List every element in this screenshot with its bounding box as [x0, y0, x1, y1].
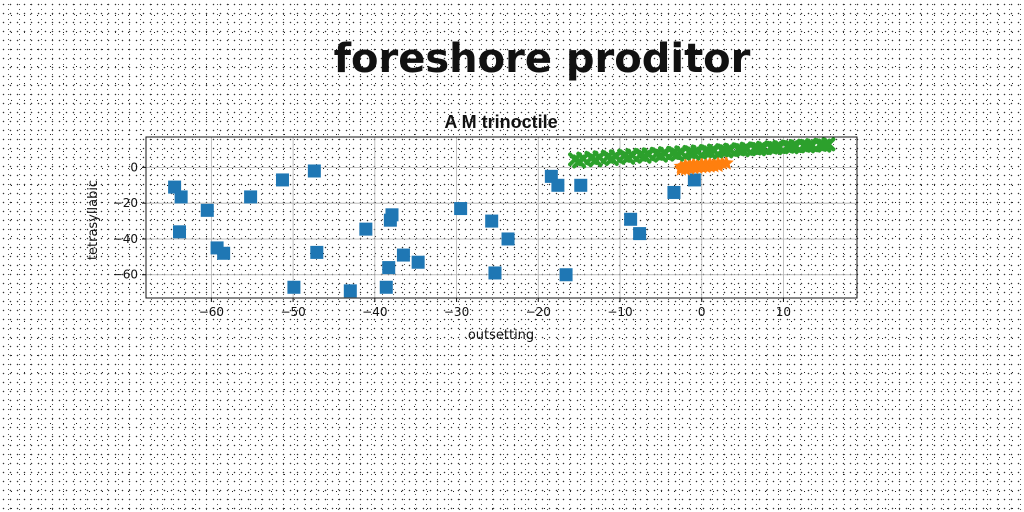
- data-point-x: [817, 138, 832, 153]
- data-point-square: [488, 266, 502, 280]
- data-point-square: [574, 178, 588, 192]
- data-point-x: [719, 144, 734, 159]
- x-marker-stroke: [572, 154, 587, 169]
- data-point-square: [343, 284, 357, 298]
- y-axis-label: tetrasyllabic: [86, 180, 101, 260]
- y-tick-label: −60: [113, 268, 138, 282]
- data-points: [168, 137, 836, 298]
- x-axis-label: outsetting: [468, 328, 534, 343]
- data-point-square: [217, 246, 231, 260]
- data-point-square: [559, 268, 573, 282]
- data-point-square: [359, 222, 373, 236]
- data-point-x: [621, 150, 636, 165]
- x-marker-stroke: [670, 147, 685, 162]
- figure-title: foreshore proditor: [333, 36, 751, 82]
- data-point-square: [501, 232, 515, 246]
- data-point-square: [382, 261, 396, 275]
- x-marker-stroke: [735, 143, 750, 158]
- data-point-x: [751, 142, 766, 157]
- x-marker-stroke: [637, 149, 652, 164]
- data-point-square: [275, 173, 289, 187]
- data-point-x: [784, 140, 799, 155]
- data-point-x: [768, 141, 783, 156]
- data-point-x: [572, 154, 587, 169]
- data-point-square: [385, 208, 399, 222]
- data-point-x: [670, 147, 685, 162]
- data-point-x: [800, 139, 815, 154]
- data-point-star: [710, 157, 726, 173]
- data-point-square: [310, 245, 324, 259]
- x-marker-stroke: [604, 152, 619, 167]
- data-point-x: [604, 152, 619, 167]
- data-point-square: [244, 190, 258, 204]
- x-tick-label: 10: [776, 305, 791, 319]
- data-point-square: [307, 164, 321, 178]
- x-marker-stroke: [702, 145, 717, 160]
- data-point-square: [485, 214, 499, 228]
- x-marker-stroke: [817, 138, 832, 153]
- plot-area-frame: [145, 136, 858, 299]
- data-point-square: [411, 255, 425, 269]
- axis-ticks: −60 −50 −40 −30 −20 −10 0 10 0 −20 −40 −60: [113, 160, 791, 319]
- data-point-square: [200, 203, 214, 217]
- x-marker-stroke: [768, 141, 783, 156]
- chart-title: A M trinoctile: [444, 112, 557, 132]
- data-point-square: [454, 202, 468, 216]
- data-point-square: [551, 178, 565, 192]
- data-point-x: [653, 148, 668, 163]
- data-point-x: [702, 145, 717, 160]
- x-marker-stroke: [800, 139, 815, 154]
- x-tick-label: 0: [698, 305, 706, 319]
- y-tick-label: −20: [113, 196, 138, 210]
- y-tick-label: 0: [130, 160, 138, 174]
- data-point-square: [624, 212, 638, 226]
- data-point-square: [687, 173, 701, 187]
- data-point-x: [637, 149, 652, 164]
- x-marker-stroke: [784, 140, 799, 155]
- x-marker-stroke: [653, 148, 668, 163]
- x-marker-stroke: [588, 153, 603, 168]
- x-marker-stroke: [719, 144, 734, 159]
- data-point-square: [379, 280, 393, 294]
- x-tick-label: −20: [526, 305, 551, 319]
- data-point-square: [667, 185, 681, 199]
- x-tick-label: −60: [199, 305, 224, 319]
- grid-lines: [146, 137, 857, 298]
- data-point-star: [718, 155, 734, 170]
- x-tick-label: −30: [444, 305, 469, 319]
- data-point-square: [287, 280, 301, 294]
- data-point-x: [735, 143, 750, 158]
- data-point-square: [396, 248, 410, 262]
- x-marker-stroke: [686, 146, 701, 161]
- data-point-x: [686, 146, 701, 161]
- data-point-square: [173, 225, 187, 239]
- data-point-x: [588, 153, 603, 168]
- x-marker-stroke: [621, 150, 636, 165]
- data-point-square: [174, 190, 188, 204]
- x-marker-stroke: [751, 142, 766, 157]
- x-tick-label: −50: [280, 305, 305, 319]
- y-tick-label: −40: [113, 232, 138, 246]
- data-point-square: [168, 180, 182, 194]
- data-point-square: [633, 227, 647, 241]
- x-tick-label: −40: [362, 305, 387, 319]
- x-tick-label: −10: [607, 305, 632, 319]
